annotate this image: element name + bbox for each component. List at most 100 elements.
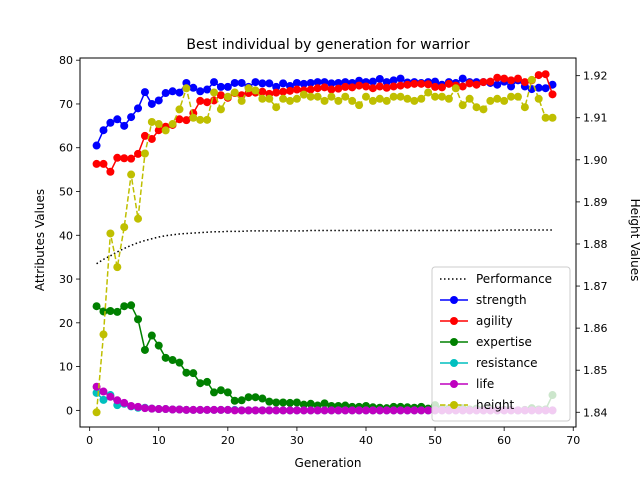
data-point-life-28 (279, 406, 288, 415)
data-point-expertise-9 (147, 331, 156, 340)
data-point-expertise-12 (168, 356, 177, 365)
data-point-agility-46 (403, 80, 412, 89)
data-point-strength-42 (375, 75, 384, 84)
data-point-expertise-1 (92, 302, 101, 311)
data-point-life-7 (134, 402, 143, 411)
data-point-strength-17 (203, 85, 212, 94)
y-tick-label-50: 50 (59, 186, 73, 199)
data-point-strength-25 (258, 79, 267, 88)
data-point-strength-21 (230, 78, 239, 87)
data-point-agility-49 (424, 80, 433, 89)
data-point-height-42 (375, 94, 384, 103)
data-point-strength-66 (541, 84, 550, 93)
data-point-life-9 (147, 404, 156, 413)
plot-frame (79, 57, 577, 428)
data-point-strength-6 (127, 113, 136, 122)
data-point-height-48 (417, 94, 426, 103)
data-point-life-13 (175, 405, 184, 414)
data-point-expertise-23 (244, 393, 253, 402)
data-point-life-41 (368, 406, 377, 415)
data-point-height-67 (548, 113, 557, 122)
data-point-agility-36 (334, 84, 343, 93)
data-point-agility-29 (286, 86, 295, 95)
data-point-height-59 (493, 94, 502, 103)
data-point-height-17 (203, 115, 212, 124)
data-point-life-37 (341, 406, 350, 415)
data-point-height-9 (147, 117, 156, 126)
x-tick-label-10: 10 (152, 434, 166, 447)
data-point-agility-44 (389, 82, 398, 91)
data-point-agility-13 (175, 115, 184, 124)
data-point-height-24 (251, 86, 260, 95)
data-point-height-39 (355, 101, 364, 110)
data-point-life-42 (375, 406, 384, 415)
data-point-agility-8 (140, 131, 149, 140)
data-point-height-22 (237, 96, 246, 105)
data-point-strength-5 (120, 121, 129, 130)
data-point-height-41 (368, 96, 377, 105)
data-point-height-27 (272, 103, 281, 112)
data-point-height-34 (320, 96, 329, 105)
x-tick-label-40: 40 (359, 434, 373, 447)
data-point-life-34 (320, 406, 329, 415)
data-point-agility-4 (113, 153, 122, 162)
axes: 0 10 20 30 40 50 60 70 0 10 20 30 40 50 60 70 80 1.84 1.85… (59, 54, 608, 447)
data-point-agility-39 (355, 81, 364, 90)
data-point-agility-14 (182, 116, 191, 125)
y2-tick-label-1.87: 1.87 (583, 280, 608, 293)
data-point-height-18 (210, 88, 219, 97)
x-tick-label-20: 20 (221, 434, 235, 447)
data-point-height-50 (431, 92, 440, 101)
data-point-height-44 (389, 92, 398, 101)
x-axis-label: Generation (295, 456, 362, 470)
data-point-agility-6 (127, 154, 136, 163)
y-tick-label-60: 60 (59, 142, 73, 155)
data-point-height-29 (286, 96, 295, 105)
data-point-life-23 (244, 406, 253, 415)
y-tick-label-70: 70 (59, 98, 73, 111)
data-point-agility-17 (203, 98, 212, 107)
data-point-height-60 (500, 96, 509, 105)
data-point-life-11 (161, 405, 170, 414)
data-point-agility-63 (520, 78, 529, 87)
data-point-strength-18 (210, 78, 219, 87)
data-point-agility-27 (272, 88, 281, 97)
data-point-height-25 (258, 94, 267, 103)
data-point-expertise-3 (106, 307, 115, 315)
data-point-height-15 (189, 113, 198, 122)
data-point-expertise-27 (272, 398, 281, 407)
data-point-agility-37 (341, 82, 350, 91)
data-point-height-45 (396, 92, 405, 101)
data-point-height-7 (134, 214, 143, 223)
data-point-agility-10 (154, 126, 163, 135)
legend-marker-agility (450, 317, 458, 325)
data-point-life-40 (361, 406, 370, 415)
data-point-agility-62 (513, 74, 522, 83)
data-point-life-46 (403, 406, 412, 415)
data-point-strength-9 (147, 99, 156, 108)
plot-area (92, 70, 557, 417)
data-point-strength-12 (168, 87, 177, 96)
data-point-height-62 (513, 92, 522, 101)
data-point-height-40 (361, 92, 370, 101)
legend-marker-life (450, 380, 458, 388)
data-point-height-31 (299, 90, 308, 99)
data-point-strength-7 (134, 104, 143, 113)
data-point-height-1 (92, 408, 101, 417)
data-point-expertise-11 (161, 353, 170, 362)
data-point-height-20 (223, 92, 232, 101)
data-point-strength-65 (534, 83, 543, 92)
data-point-height-65 (534, 94, 543, 103)
y-tick-label-40: 40 (59, 229, 73, 242)
data-point-strength-8 (140, 88, 149, 97)
legend-label-performance: Performance (476, 272, 552, 286)
data-point-life-29 (286, 406, 295, 415)
data-point-expertise-6 (127, 301, 136, 310)
data-point-expertise-20 (223, 388, 232, 397)
data-point-agility-54 (458, 82, 467, 91)
data-point-strength-24 (251, 78, 260, 87)
data-point-agility-34 (320, 83, 329, 92)
data-point-strength-36 (334, 78, 343, 87)
data-point-agility-33 (313, 84, 322, 93)
y-tick-label-30: 30 (59, 273, 73, 286)
